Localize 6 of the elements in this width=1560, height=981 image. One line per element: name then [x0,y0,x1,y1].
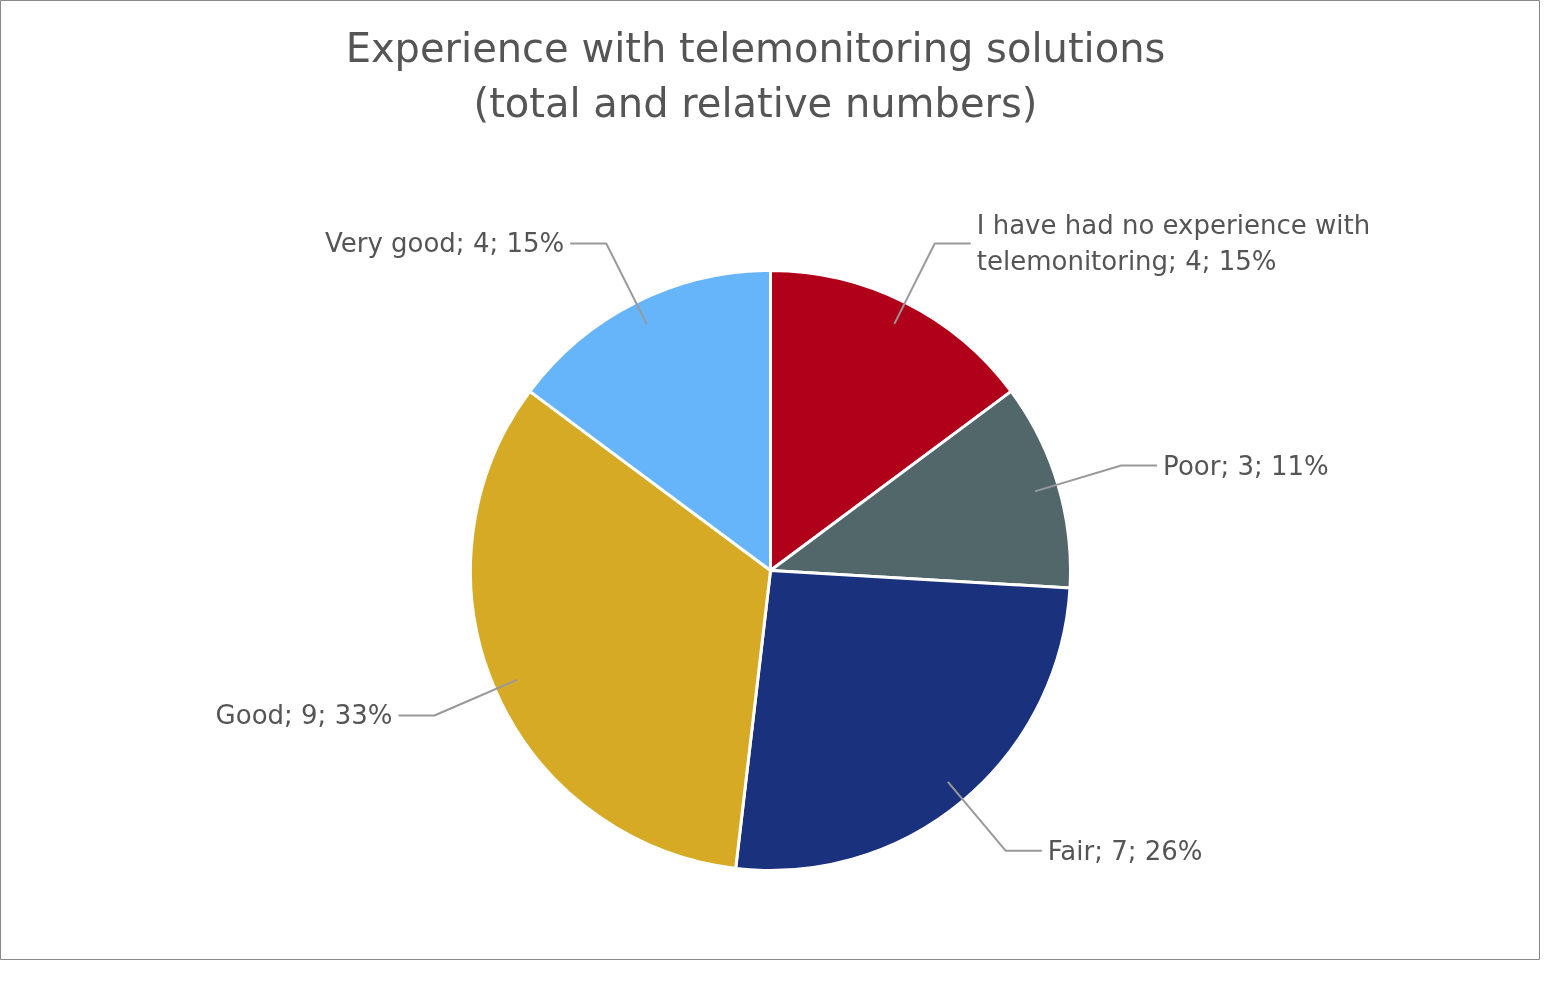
slice-label: Fair; 7; 26% [1047,835,1203,866]
slice-label: Very good; 4; 15% [324,228,565,259]
slice-label: Good; 9; 33% [215,700,393,731]
chart-title: Experience with telemonitoring solutions (total and relative numbers) [345,24,1166,126]
slice-label: I have had no experience with telemonitoring; 4; 15% [976,210,1371,277]
slice-label: Poor; 3; 11% [1163,450,1329,481]
